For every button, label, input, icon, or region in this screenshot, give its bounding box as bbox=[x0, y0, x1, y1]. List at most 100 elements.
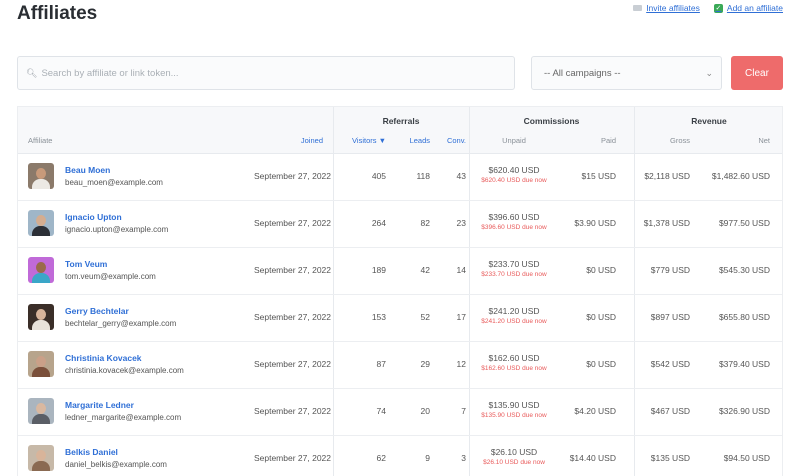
unpaid-commission: $26.10 USD $26.10 USD due now bbox=[472, 447, 556, 466]
search-input[interactable] bbox=[41, 67, 502, 79]
unpaid-amount: $233.70 USD bbox=[488, 259, 540, 269]
conversions-count: 7 bbox=[461, 406, 466, 416]
search-box[interactable]: 🔍︎ bbox=[17, 56, 515, 90]
table-row[interactable]: Gerry Bechtelar bechtelar_gerry@example.c… bbox=[18, 294, 782, 342]
unpaid-commission: $233.70 USD $233.70 USD due now bbox=[472, 259, 556, 278]
joined-date: September 27, 2022 bbox=[253, 406, 331, 416]
gross-revenue: $467 USD bbox=[650, 406, 690, 416]
table-row[interactable]: Ignacio Upton ignacio.upton@example.com Se… bbox=[18, 200, 782, 248]
net-revenue: $379.40 USD bbox=[718, 359, 770, 369]
chevron-down-icon: ⌄ bbox=[705, 67, 713, 78]
group-revenue: Revenue bbox=[691, 116, 727, 126]
visitors-count: 153 bbox=[371, 312, 386, 322]
avatar bbox=[28, 257, 54, 283]
joined-date: September 27, 2022 bbox=[253, 359, 331, 369]
avatar bbox=[28, 445, 54, 471]
gross-revenue: $542 USD bbox=[650, 359, 690, 369]
due-now: $396.60 USD due now bbox=[472, 224, 556, 231]
unpaid-commission: $135.90 USD $135.90 USD due now bbox=[472, 400, 556, 419]
paid-commission: $0 USD bbox=[586, 265, 616, 275]
table-row[interactable]: Christinia Kovacek christinia.kovacek@exa… bbox=[18, 341, 782, 389]
avatar bbox=[28, 398, 54, 424]
invite-affiliates-link[interactable]: Invite affiliates bbox=[633, 3, 700, 13]
unpaid-amount: $135.90 USD bbox=[488, 400, 540, 410]
campaign-select-value: -- All campaigns -- bbox=[544, 67, 621, 79]
col-affiliate: Affiliate bbox=[28, 136, 53, 145]
due-suffix: due now bbox=[520, 459, 545, 466]
conversions-count: 12 bbox=[456, 359, 466, 369]
due-amount: $26.10 USD bbox=[483, 459, 519, 466]
affiliate-name-link[interactable]: Christinia Kovacek bbox=[65, 353, 142, 363]
conversions-count: 23 bbox=[456, 218, 466, 228]
net-revenue: $977.50 USD bbox=[718, 218, 770, 228]
paid-commission: $3.90 USD bbox=[574, 218, 616, 228]
affiliate-email: bechtelar_gerry@example.com bbox=[65, 319, 177, 328]
unpaid-commission: $396.60 USD $396.60 USD due now bbox=[472, 212, 556, 231]
col-conv[interactable]: Conv. bbox=[446, 136, 466, 145]
due-suffix: due now bbox=[522, 365, 547, 372]
search-icon: 🔍︎ bbox=[26, 67, 38, 78]
paid-commission: $15 USD bbox=[581, 171, 617, 181]
leads-count: 118 bbox=[416, 171, 430, 181]
col-visitors[interactable]: Visitors ▼ bbox=[352, 136, 386, 145]
visitors-count: 405 bbox=[371, 171, 386, 181]
affiliate-name-link[interactable]: Beau Moen bbox=[65, 165, 111, 175]
affiliate-name-link[interactable]: Margarite Ledner bbox=[65, 400, 134, 410]
avatar-body bbox=[32, 414, 50, 424]
campaign-select[interactable]: -- All campaigns -- ⌄ bbox=[531, 56, 722, 90]
avatar bbox=[28, 210, 54, 236]
joined-date: September 27, 2022 bbox=[253, 218, 331, 228]
gross-revenue: $135 USD bbox=[650, 453, 690, 463]
conversions-count: 17 bbox=[456, 312, 466, 322]
gross-revenue: $897 USD bbox=[650, 312, 690, 322]
joined-date: September 27, 2022 bbox=[253, 312, 331, 322]
net-revenue: $94.50 USD bbox=[723, 453, 770, 463]
due-now: $26.10 USD due now bbox=[472, 459, 556, 466]
due-now: $162.60 USD due now bbox=[472, 365, 556, 372]
avatar-body bbox=[32, 226, 50, 236]
net-revenue: $545.30 USD bbox=[718, 265, 770, 275]
table-row[interactable]: Beau Moen beau_moen@example.com September … bbox=[18, 153, 782, 201]
net-revenue: $326.90 USD bbox=[718, 406, 770, 416]
avatar-head bbox=[36, 403, 46, 414]
table-row[interactable]: Tom Veum tom.veum@example.com September 27… bbox=[18, 247, 782, 295]
paid-commission: $0 USD bbox=[586, 359, 616, 369]
unpaid-commission: $241.20 USD $241.20 USD due now bbox=[472, 306, 556, 325]
table-row[interactable]: Belkis Daniel daniel_belkis@example.com Se… bbox=[18, 435, 782, 476]
due-amount: $135.90 USD bbox=[481, 412, 521, 419]
affiliate-email: beau_moen@example.com bbox=[65, 178, 163, 187]
affiliate-name-link[interactable]: Gerry Bechtelar bbox=[65, 306, 129, 316]
gross-revenue: $2,118 USD bbox=[644, 171, 690, 181]
joined-date: September 27, 2022 bbox=[253, 265, 331, 275]
affiliates-table: Referrals Commissions Revenue Affiliate … bbox=[17, 106, 783, 476]
due-amount: $396.60 USD bbox=[481, 224, 521, 231]
col-leads[interactable]: Leads bbox=[409, 136, 430, 145]
leads-count: 42 bbox=[420, 265, 430, 275]
visitors-count: 74 bbox=[376, 406, 386, 416]
unpaid-commission: $620.40 USD $620.40 USD due now bbox=[472, 165, 556, 184]
due-suffix: due now bbox=[522, 318, 547, 325]
affiliate-name-link[interactable]: Ignacio Upton bbox=[65, 212, 122, 222]
clear-button[interactable]: Clear bbox=[731, 56, 783, 90]
avatar bbox=[28, 163, 54, 189]
avatar-head bbox=[36, 215, 46, 226]
table-row[interactable]: Margarite Ledner ledner_margarite@example… bbox=[18, 388, 782, 436]
conversions-count: 3 bbox=[461, 453, 466, 463]
leads-count: 20 bbox=[420, 406, 430, 416]
conversions-count: 14 bbox=[456, 265, 466, 275]
affiliate-email: christinia.kovacek@example.com bbox=[65, 366, 184, 375]
affiliate-name-link[interactable]: Tom Veum bbox=[65, 259, 108, 269]
col-joined[interactable]: Joined bbox=[300, 136, 323, 145]
visitors-count: 264 bbox=[371, 218, 386, 228]
affiliate-name-link[interactable]: Belkis Daniel bbox=[65, 447, 118, 457]
unpaid-amount: $26.10 USD bbox=[490, 447, 538, 457]
unpaid-amount: $162.60 USD bbox=[488, 353, 540, 363]
avatar-body bbox=[32, 461, 50, 471]
due-suffix: due now bbox=[522, 177, 547, 184]
avatar-body bbox=[32, 367, 50, 377]
paid-commission: $14.40 USD bbox=[569, 453, 616, 463]
divider bbox=[469, 107, 470, 476]
add-affiliate-link[interactable]: ✓ Add an affiliate bbox=[713, 3, 783, 13]
due-amount: $162.60 USD bbox=[481, 365, 521, 372]
visitors-count: 62 bbox=[376, 453, 386, 463]
